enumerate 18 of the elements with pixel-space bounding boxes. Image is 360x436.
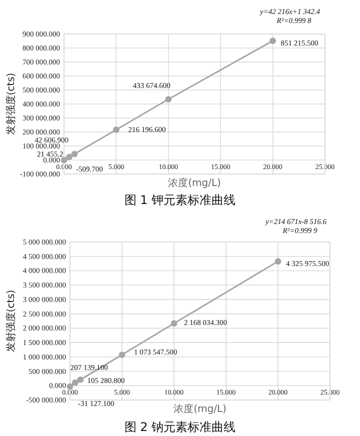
x-axis-title: 浓度(mg/L) [174, 403, 227, 415]
point [270, 38, 276, 44]
text: 图 2 钠元素标准曲线 [124, 420, 236, 434]
point [77, 376, 84, 383]
point [66, 154, 72, 160]
point [170, 320, 178, 327]
point [71, 150, 78, 158]
point [72, 379, 78, 386]
point [60, 156, 68, 164]
y-axis-title: 发射强度(cts) [5, 290, 17, 352]
point [66, 383, 74, 390]
point [274, 258, 282, 265]
x-axis-title: 浓度(mg/L) [168, 177, 222, 189]
point [165, 96, 172, 102]
y-axis-title: 发射强度(cts) [5, 72, 17, 136]
text: 图 1 钾元素标准曲线 [124, 193, 236, 207]
point [118, 352, 126, 358]
point [113, 126, 120, 133]
